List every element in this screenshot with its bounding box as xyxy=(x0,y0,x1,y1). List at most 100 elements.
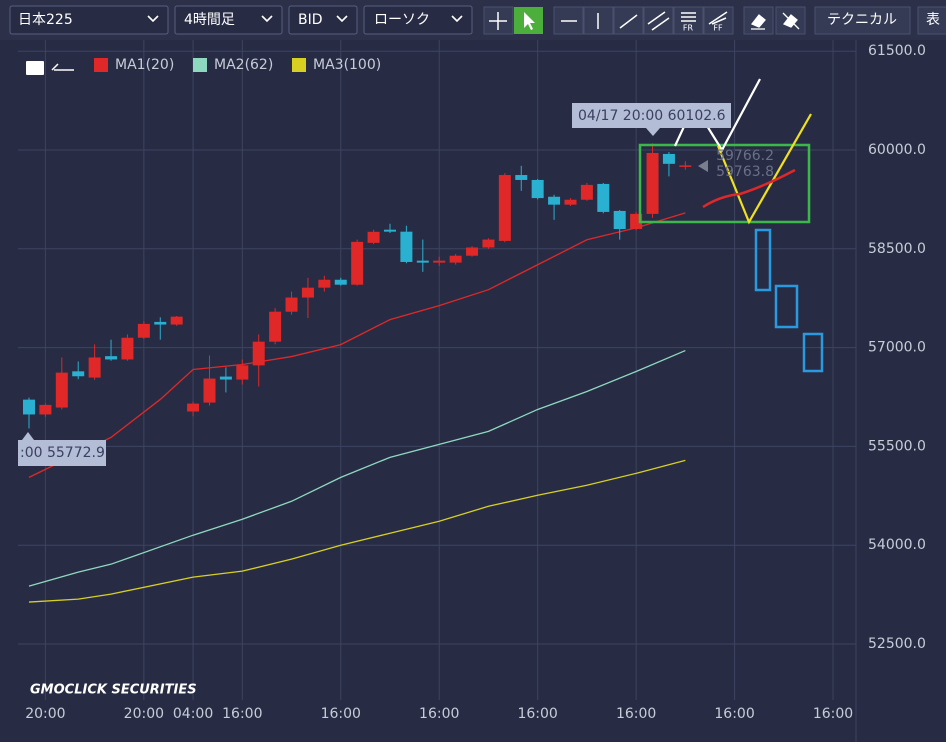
fr-button[interactable]: FR xyxy=(673,6,704,35)
candle-body xyxy=(679,165,692,167)
price-dropdown[interactable]: BID xyxy=(288,5,358,35)
candle-body xyxy=(137,323,150,338)
candle-body xyxy=(219,376,232,380)
candle-body xyxy=(39,404,52,415)
candle-body xyxy=(449,255,462,263)
pointer-button[interactable] xyxy=(514,7,543,34)
legend-arrow xyxy=(51,63,74,71)
technical-button[interactable]: テクニカル xyxy=(814,6,911,35)
trend-button[interactable] xyxy=(613,6,644,35)
last-label: 59763.8 xyxy=(716,164,774,180)
erase-all-button[interactable] xyxy=(775,6,806,35)
candle-body xyxy=(351,241,364,285)
candle-body xyxy=(515,175,528,180)
candle-body xyxy=(88,357,101,378)
x-tick-label: 20:00 xyxy=(124,706,164,722)
drawn-block xyxy=(802,332,824,373)
interval-dropdown[interactable]: 4時間足 xyxy=(174,5,283,35)
candle-body xyxy=(334,279,347,285)
x-tick-label: 20:00 xyxy=(25,706,65,722)
y-tick-label: 57000.0 xyxy=(868,340,926,356)
ma-line xyxy=(28,212,686,478)
candle-body xyxy=(482,239,495,248)
symbol-dropdown[interactable]: 日本225 xyxy=(9,5,169,35)
x-tick-label: 16:00 xyxy=(419,706,459,722)
candle-body xyxy=(236,365,249,380)
symbol: 日本225 xyxy=(18,12,73,28)
drawn-curve xyxy=(702,168,796,209)
crosshair-button[interactable] xyxy=(483,6,514,35)
legend-swatch xyxy=(292,58,306,72)
drawn-block xyxy=(774,284,799,329)
candle-body xyxy=(400,231,413,262)
technical: テクニカル xyxy=(827,12,897,28)
x-tick-label: 16:00 xyxy=(616,706,656,722)
candle-body xyxy=(154,321,167,325)
channel-button[interactable] xyxy=(643,6,674,35)
x-tick-label: 16:00 xyxy=(714,706,754,722)
candle-body xyxy=(203,378,216,403)
price-type: BID xyxy=(298,12,323,28)
ff-button[interactable]: FF xyxy=(703,6,734,35)
x-tick-label: 16:00 xyxy=(321,706,361,722)
candle-body xyxy=(433,260,446,263)
last-label: 59766.2 xyxy=(716,148,774,164)
legend-label: MA2(62) xyxy=(214,57,273,73)
x-tick-label: 16:00 xyxy=(222,706,262,722)
candle-body xyxy=(72,371,85,377)
legend-toggle[interactable] xyxy=(26,61,44,75)
x-tick-label: 16:00 xyxy=(813,706,853,722)
legend-swatch xyxy=(94,58,108,72)
y-tick-label: 52500.0 xyxy=(868,636,926,652)
candle-body xyxy=(170,316,183,325)
candle-body xyxy=(318,279,331,288)
y-tick-label: 55500.0 xyxy=(868,438,926,454)
table-button[interactable]: 表 xyxy=(917,6,946,35)
candle-body xyxy=(580,184,593,200)
erase-button[interactable] xyxy=(743,6,774,35)
candle-body xyxy=(662,153,675,164)
candle-body xyxy=(105,356,118,360)
low-label: :00 55772.9 xyxy=(18,432,106,466)
low-label-text: :00 55772.9 xyxy=(20,445,105,461)
candle-body xyxy=(187,403,200,412)
legend-label: MA1(20) xyxy=(115,57,174,73)
candle-body xyxy=(548,196,561,205)
candle-body xyxy=(498,175,511,241)
candle-body xyxy=(269,311,282,342)
ma-line xyxy=(28,459,686,603)
plot: 52500.0 54000.0 55500.0 57000.0 58500.0 60000… xyxy=(18,40,926,742)
candle-body xyxy=(597,183,610,212)
candle-body xyxy=(55,372,68,408)
ff-label: FF xyxy=(713,24,723,33)
tooltip-text: 04/17 20:00 60102.6 xyxy=(578,108,726,124)
candle-body xyxy=(613,210,626,230)
candle-body xyxy=(646,152,659,214)
x-tick-label: 16:00 xyxy=(517,706,557,722)
candle-body xyxy=(121,337,134,360)
y-tick-label: 60000.0 xyxy=(868,142,926,158)
drawn-v xyxy=(716,113,812,225)
candle-body xyxy=(301,287,314,298)
candle-body xyxy=(564,199,577,205)
candle-body xyxy=(383,229,396,232)
fr-label: FR xyxy=(683,24,694,33)
y-tick-label: 61500.0 xyxy=(868,43,926,59)
y-tick-label: 54000.0 xyxy=(868,537,926,553)
style-dropdown[interactable]: ローソク xyxy=(363,5,473,35)
candle-body xyxy=(367,231,380,243)
vline-button[interactable] xyxy=(583,6,614,35)
candle-body xyxy=(531,179,544,199)
candle-body xyxy=(252,341,265,366)
hline-button[interactable] xyxy=(553,6,584,35)
logo: GMOCLICK SECURITIES xyxy=(30,683,197,698)
interval: 4時間足 xyxy=(184,12,235,28)
x-tick-label: 04:00 xyxy=(173,706,213,722)
tooltip: 04/17 20:00 60102.6 xyxy=(572,103,731,136)
legend-swatch xyxy=(193,58,207,72)
candle-body xyxy=(22,399,35,415)
drawn-block xyxy=(754,228,772,292)
y-tick-label: 58500.0 xyxy=(868,241,926,257)
